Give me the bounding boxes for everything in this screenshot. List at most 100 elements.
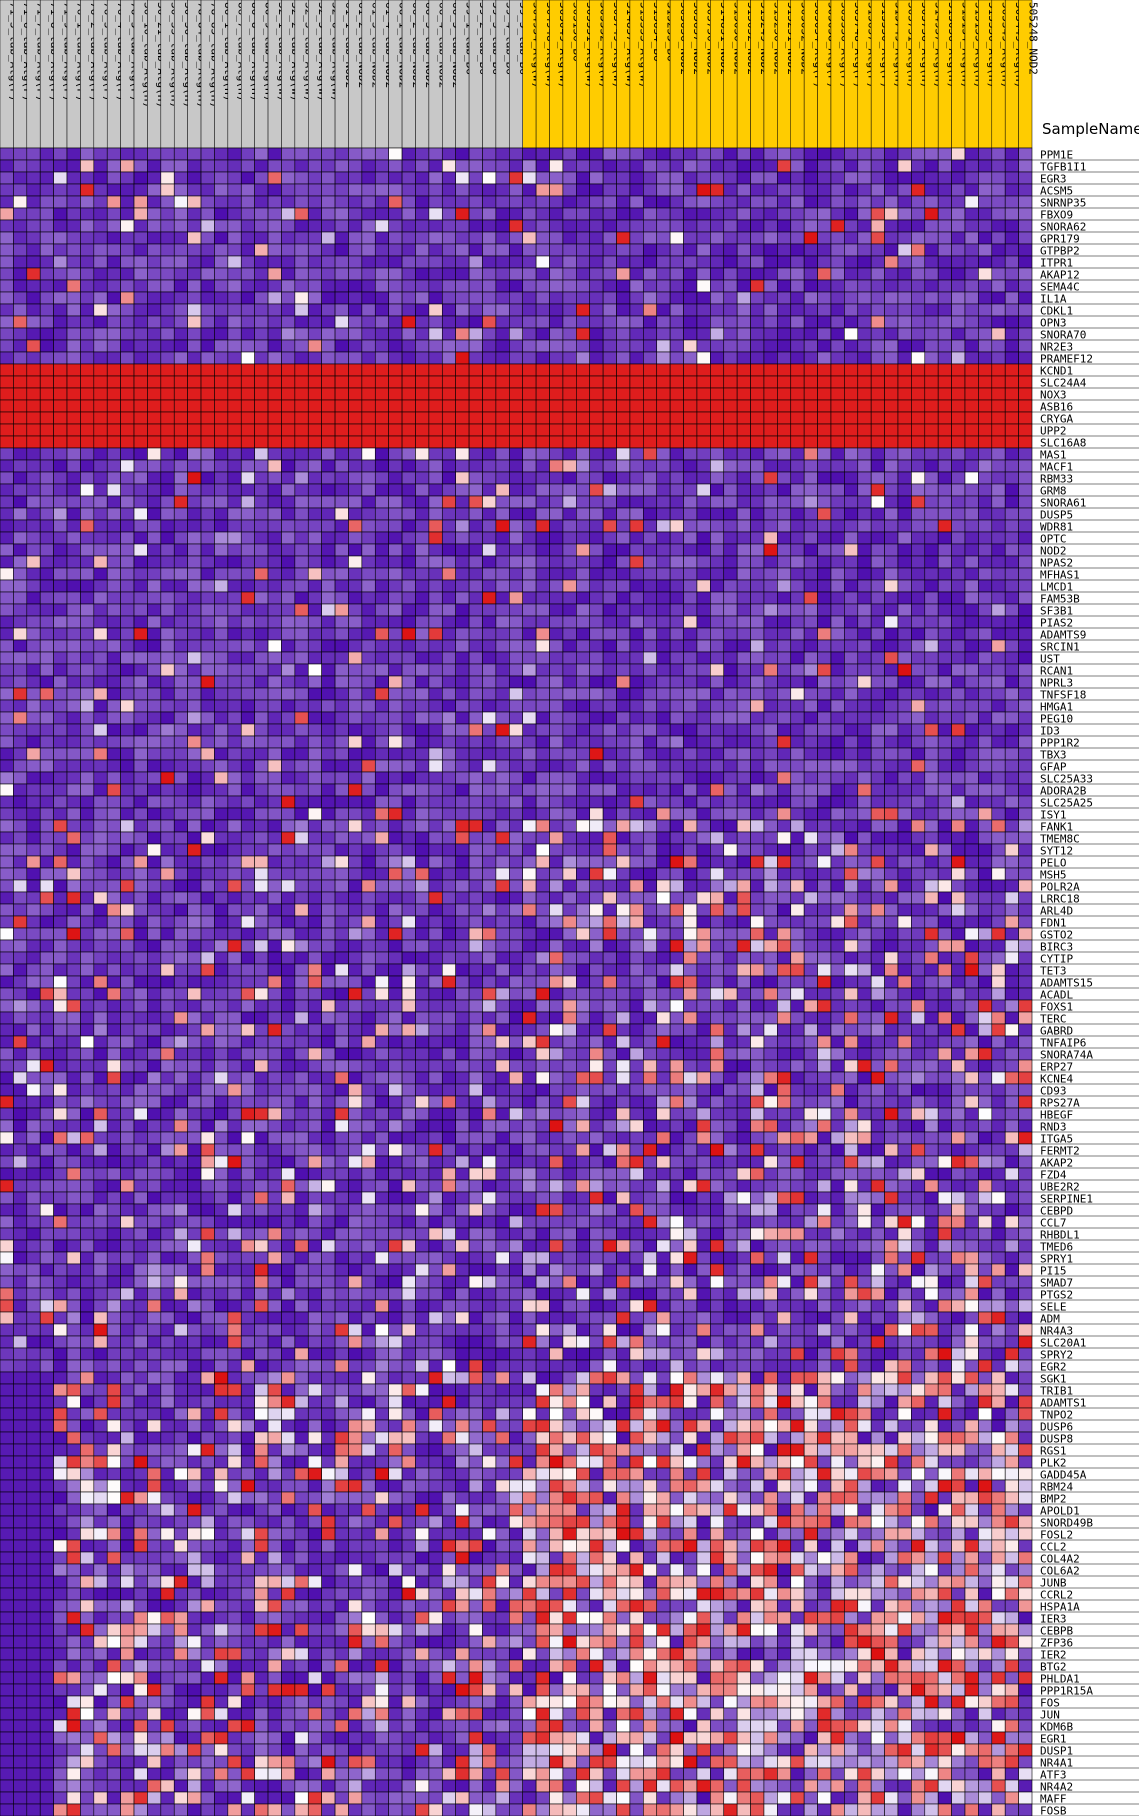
heatmap-cell	[468, 627, 483, 641]
heatmap-cell	[334, 831, 349, 845]
heatmap-cell	[294, 279, 309, 293]
heatmap-cell	[723, 891, 738, 905]
heatmap-cell	[884, 747, 899, 761]
heatmap-cell	[39, 567, 54, 581]
heatmap-cell	[522, 663, 537, 677]
heatmap-cell	[348, 351, 363, 365]
heatmap-cell	[790, 663, 805, 677]
heatmap-cell	[106, 639, 121, 653]
heatmap-cell	[200, 699, 215, 713]
heatmap-cell	[13, 195, 28, 209]
heatmap-cell	[870, 807, 885, 821]
heatmap-cell	[535, 483, 550, 497]
heatmap-cell	[978, 627, 993, 641]
heatmap-cell	[991, 171, 1006, 185]
heatmap-cell	[884, 855, 899, 869]
heatmap-cell	[991, 531, 1006, 545]
heatmap-cell	[133, 339, 148, 353]
heatmap-cell	[267, 639, 282, 653]
heatmap-cell	[870, 219, 885, 233]
heatmap-cell	[844, 663, 859, 677]
heatmap-cell	[576, 447, 591, 461]
heatmap-cell	[870, 411, 885, 425]
heatmap-cell	[441, 771, 456, 785]
heatmap-cell	[240, 327, 255, 341]
heatmap-cell	[911, 423, 926, 437]
heatmap-cell	[1018, 747, 1033, 761]
heatmap-cell	[93, 807, 108, 821]
heatmap-cell	[937, 315, 952, 329]
heatmap-cell	[964, 555, 979, 569]
heatmap-cell	[133, 615, 148, 629]
heatmap-cell	[723, 483, 738, 497]
heatmap-cell	[281, 795, 296, 809]
heatmap-cell	[964, 723, 979, 737]
heatmap-cell	[240, 207, 255, 221]
heatmap-cell	[133, 759, 148, 773]
heatmap-cell	[790, 231, 805, 245]
heatmap-cell	[133, 471, 148, 485]
heatmap-cell	[254, 699, 269, 713]
heatmap-cell	[53, 231, 68, 245]
heatmap-cell	[978, 567, 993, 581]
heatmap-cell	[924, 231, 939, 245]
heatmap-cell	[937, 183, 952, 197]
heatmap-cell	[911, 447, 926, 461]
heatmap-cell	[227, 891, 242, 905]
heatmap-cell	[468, 795, 483, 809]
heatmap-cell	[549, 699, 564, 713]
heatmap-cell	[374, 183, 389, 197]
heatmap-cell	[0, 459, 14, 473]
heatmap-cell	[80, 423, 95, 437]
heatmap-cell	[0, 363, 14, 377]
heatmap-cell	[374, 711, 389, 725]
heatmap-cell	[589, 579, 604, 593]
heatmap-cell	[830, 207, 845, 221]
heatmap-cell	[388, 843, 403, 857]
heatmap-cell	[120, 315, 135, 329]
heatmap-cell	[535, 447, 550, 461]
heatmap-cell	[656, 351, 671, 365]
heatmap-cell	[884, 687, 899, 701]
heatmap-cell	[1018, 363, 1033, 377]
heatmap-cell	[750, 651, 765, 665]
heatmap-cell	[147, 747, 162, 761]
heatmap-cell	[790, 699, 805, 713]
heatmap-cell	[723, 651, 738, 665]
heatmap-cell	[482, 723, 497, 737]
heatmap-cell	[415, 375, 430, 389]
heatmap-cell	[321, 387, 336, 401]
heatmap-cell	[120, 159, 135, 173]
heatmap-cell	[763, 159, 778, 173]
heatmap-cell	[214, 339, 229, 353]
heatmap-cell	[482, 855, 497, 869]
heatmap-cell	[120, 783, 135, 797]
heatmap-cell	[415, 531, 430, 545]
heatmap-cell	[830, 807, 845, 821]
heatmap-cell	[482, 711, 497, 725]
heatmap-cell	[133, 315, 148, 329]
heatmap-cell	[683, 663, 698, 677]
heatmap-cell	[629, 147, 644, 161]
heatmap-cell	[428, 579, 443, 593]
heatmap-cell	[334, 651, 349, 665]
heatmap-cell	[93, 783, 108, 797]
heatmap-cell	[924, 663, 939, 677]
heatmap-cell	[53, 399, 68, 413]
heatmap-cell	[214, 231, 229, 245]
heatmap-cell	[937, 303, 952, 317]
heatmap-cell	[508, 147, 524, 161]
heatmap-cell	[160, 495, 175, 509]
heatmap-cell	[227, 495, 242, 509]
heatmap-cell	[763, 711, 778, 725]
heatmap-cell	[294, 399, 309, 413]
heatmap-cell	[629, 399, 644, 413]
heatmap-cell	[830, 327, 845, 341]
heatmap-cell	[348, 147, 363, 161]
heatmap-cell	[415, 807, 430, 821]
heatmap-cell	[576, 663, 591, 677]
heatmap-cell	[13, 351, 28, 365]
heatmap-cell	[844, 195, 859, 209]
heatmap-cell	[53, 555, 68, 569]
heatmap-cell	[133, 399, 148, 413]
